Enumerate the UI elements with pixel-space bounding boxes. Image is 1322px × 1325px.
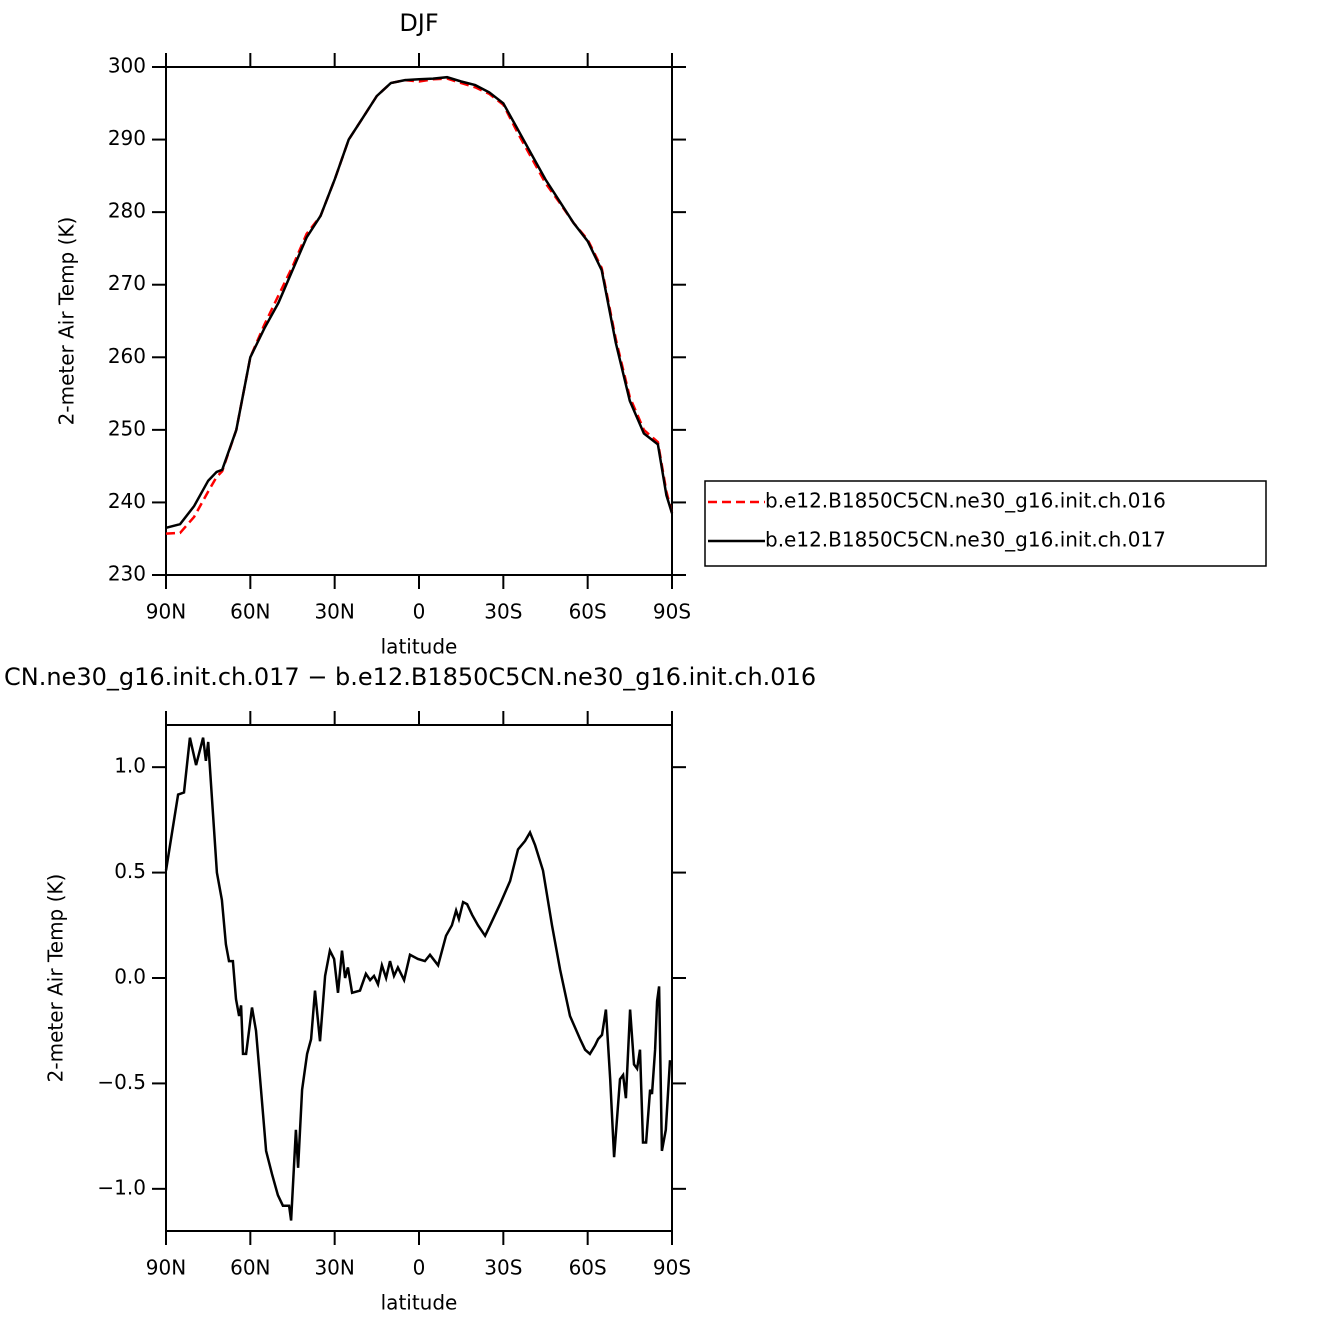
y-tick-label: 280 (108, 199, 146, 223)
x-tick-label: 30S (484, 1256, 522, 1280)
x-axis-label: latitude (381, 1291, 458, 1315)
y-tick-label: −0.5 (97, 1070, 146, 1094)
legend-label: b.e12.B1850C5CN.ne30_g16.init.ch.017 (765, 528, 1166, 552)
x-tick-label: 90N (146, 600, 186, 624)
y-tick-label: 290 (108, 126, 146, 150)
y-tick-label: 1.0 (114, 754, 146, 778)
data-line (164, 737, 672, 1221)
y-tick-label: −1.0 (97, 1175, 146, 1199)
plot-frame (165, 66, 673, 576)
y-tick-label: 0.0 (114, 965, 146, 989)
y-tick-label: 240 (108, 489, 146, 513)
x-tick-label: 0 (413, 1256, 426, 1280)
legend-box (704, 480, 1267, 567)
x-tick-label: 90S (653, 1256, 691, 1280)
plot-frame (165, 724, 673, 1232)
x-tick-label: 90N (146, 1256, 186, 1280)
y-tick-label: 0.5 (114, 859, 146, 883)
y-tick-label: 260 (108, 344, 146, 368)
x-tick-label: 0 (413, 600, 426, 624)
legend-label: b.e12.B1850C5CN.ne30_g16.init.ch.016 (765, 489, 1166, 513)
chart-title: DJF (399, 9, 438, 37)
chart-title: CN.ne30_g16.init.ch.017 − b.e12.B1850C5C… (4, 663, 816, 691)
y-axis-label: 2-meter Air Temp (K) (44, 874, 68, 1083)
data-line (165, 77, 674, 535)
x-tick-label: 30S (484, 600, 522, 624)
x-tick-label: 60S (569, 600, 607, 624)
y-tick-label: 230 (108, 562, 146, 586)
y-tick-label: 250 (108, 416, 146, 440)
y-tick-label: 270 (108, 271, 146, 295)
y-axis-label: 2-meter Air Temp (K) (55, 217, 79, 426)
y-tick-label: 300 (108, 54, 146, 78)
x-axis-label: latitude (381, 635, 458, 659)
data-line (165, 75, 674, 530)
x-tick-label: 60N (230, 1256, 270, 1280)
x-tick-label: 30N (314, 600, 354, 624)
x-tick-label: 60N (230, 600, 270, 624)
x-tick-label: 30N (314, 1256, 354, 1280)
x-tick-label: 90S (653, 600, 691, 624)
x-tick-label: 60S (569, 1256, 607, 1280)
